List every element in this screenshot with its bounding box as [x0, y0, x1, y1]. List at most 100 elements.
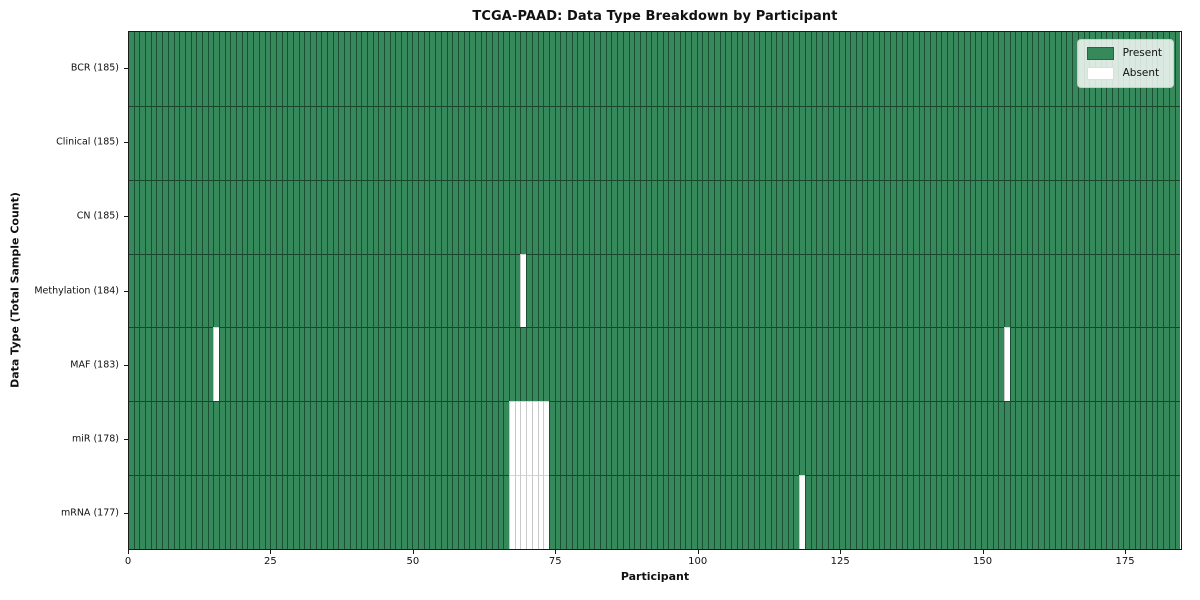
cell-present: [759, 32, 765, 106]
cell-present: [901, 32, 908, 106]
cell-present: [287, 327, 293, 402]
cell-present: [759, 327, 765, 402]
cell-present: [150, 475, 157, 550]
cell-present: [691, 32, 697, 106]
cell-present: [253, 179, 259, 254]
cell-present: [964, 32, 970, 106]
cell-present: [401, 32, 407, 106]
cell-present: [685, 179, 692, 254]
cell-present: [429, 105, 436, 180]
cell-present: [651, 179, 657, 254]
cell-present: [310, 327, 316, 402]
cell-present: [463, 327, 470, 402]
x-tick-label: 50: [406, 556, 420, 567]
cell-present: [793, 327, 800, 402]
cell-present: [617, 327, 623, 402]
cell-present: [611, 179, 618, 254]
cell-present: [173, 253, 180, 328]
cell-present: [258, 179, 265, 254]
cell-present: [1140, 475, 1147, 550]
cell-present: [918, 105, 925, 180]
cell-present: [685, 475, 692, 550]
cell-present: [162, 32, 168, 106]
cell-present: [861, 327, 868, 402]
cell-present: [651, 327, 657, 402]
cell-present: [691, 475, 697, 550]
cell-present: [969, 105, 976, 180]
cell-present: [656, 179, 663, 254]
cell-present: [1163, 401, 1169, 476]
cell-present: [429, 401, 436, 476]
cell-present: [509, 253, 515, 328]
cell-present: [793, 32, 800, 106]
x-tick-label: 25: [264, 556, 277, 567]
cell-present: [1174, 253, 1181, 328]
cell-present: [219, 105, 225, 180]
cell-present: [838, 105, 845, 180]
cell-present: [856, 401, 862, 476]
cell-present: [145, 105, 151, 180]
cell-present: [821, 105, 828, 180]
cell-present: [821, 179, 828, 254]
cell-present: [452, 179, 458, 254]
cell-present: [201, 179, 208, 254]
cell-present: [622, 32, 629, 106]
cell-present: [332, 475, 339, 550]
cell-present: [799, 401, 805, 476]
cell-present: [844, 105, 851, 180]
cell-present: [873, 179, 879, 254]
cell-present: [713, 401, 720, 476]
cell-present: [617, 32, 623, 106]
cell-present: [782, 253, 788, 328]
cell-present: [1009, 105, 1016, 180]
cell-present: [793, 401, 800, 476]
cell-present: [1157, 253, 1164, 328]
cell-present: [1049, 179, 1056, 254]
cell-present: [412, 327, 419, 402]
cell-present: [315, 253, 322, 328]
cell-present: [986, 253, 993, 328]
cell-present: [1020, 401, 1027, 476]
cell-present: [247, 253, 254, 328]
cell-present: [150, 327, 157, 402]
cell-present: [833, 105, 839, 180]
cell-present: [327, 475, 333, 550]
x-tick-mark: [1125, 550, 1127, 554]
cell-present: [679, 105, 686, 180]
cell-present: [1083, 327, 1090, 402]
cell-present: [981, 105, 987, 180]
cell-present: [628, 105, 635, 180]
cell-present: [736, 327, 743, 402]
cell-present: [355, 401, 362, 476]
cell-present: [929, 253, 936, 328]
cell-present: [258, 32, 265, 106]
cell-present: [1174, 179, 1181, 254]
cell-present: [941, 475, 947, 550]
cell-present: [219, 475, 225, 550]
cell-present: [526, 105, 532, 180]
cell-present: [167, 179, 174, 254]
cell-present: [941, 32, 947, 106]
cell-present: [1026, 179, 1033, 254]
cell-present: [429, 32, 436, 106]
cell-present: [577, 401, 583, 476]
cell-present: [435, 253, 441, 328]
cell-present: [668, 32, 674, 106]
cell-present: [418, 475, 424, 550]
cell-present: [310, 401, 316, 476]
cell-present: [281, 32, 288, 106]
cell-present: [639, 179, 646, 254]
cell-present: [162, 179, 168, 254]
cell-present: [537, 179, 544, 254]
cell-present: [281, 475, 288, 550]
cell-present: [395, 105, 401, 180]
cell-present: [668, 253, 674, 328]
cell-present: [1151, 179, 1158, 254]
cell-present: [833, 32, 839, 106]
cell-present: [207, 253, 214, 328]
cell-present: [713, 327, 720, 402]
cell-present: [1038, 475, 1044, 550]
cell-present: [969, 32, 976, 106]
cell-present: [310, 475, 316, 550]
cell-present: [867, 253, 874, 328]
